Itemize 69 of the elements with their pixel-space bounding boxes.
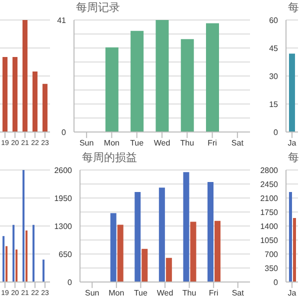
x-tick-label: Ja bbox=[288, 138, 297, 148]
bar bbox=[180, 39, 194, 132]
bar bbox=[2, 56, 8, 132]
y-tick-label: 2100 bbox=[260, 194, 279, 203]
y-tick-label: 1050 bbox=[260, 236, 279, 245]
x-tick-label: Fri bbox=[208, 288, 218, 298]
bar bbox=[6, 246, 8, 282]
bar bbox=[190, 222, 196, 282]
chart-title: 每 bbox=[287, 151, 300, 166]
bar bbox=[26, 230, 28, 282]
y-tick-label: 350 bbox=[264, 264, 279, 273]
bar bbox=[12, 56, 18, 132]
y-tick-label: 30 bbox=[269, 72, 279, 81]
bar bbox=[156, 20, 169, 132]
bar bbox=[214, 220, 220, 282]
bar bbox=[22, 20, 28, 132]
chart-title: 每周记录 bbox=[75, 1, 121, 16]
chart-title: 每 bbox=[287, 1, 300, 16]
y-tick-label: 2600 bbox=[54, 166, 73, 175]
x-tick-label: Sun bbox=[85, 288, 100, 298]
x-tick-label: Thu bbox=[182, 288, 196, 298]
y-tick-label: 41 bbox=[57, 16, 67, 25]
bar bbox=[110, 213, 116, 282]
x-tick-label: Sun bbox=[79, 138, 94, 148]
y-tick-label: 700 bbox=[264, 250, 279, 259]
bar bbox=[32, 72, 38, 132]
bar bbox=[183, 172, 190, 282]
x-tick-label: Tue bbox=[130, 138, 144, 148]
bar bbox=[105, 47, 118, 132]
bar bbox=[130, 30, 144, 132]
y-tick-label: 1750 bbox=[260, 208, 279, 217]
x-tick-label: Sat bbox=[231, 138, 244, 148]
bar bbox=[134, 192, 141, 282]
x-tick-label: Sat bbox=[232, 288, 245, 298]
y-tick-label: 0 bbox=[274, 128, 279, 137]
y-tick-label: 1400 bbox=[260, 222, 279, 231]
bar bbox=[142, 248, 148, 282]
x-tick-label: Ja bbox=[288, 288, 297, 298]
bar bbox=[32, 224, 34, 282]
x-tick-label: Thu bbox=[180, 138, 194, 148]
bar bbox=[158, 188, 165, 282]
bar bbox=[16, 250, 18, 282]
x-tick-label: Mon bbox=[108, 288, 124, 298]
y-tick-label: 45 bbox=[269, 44, 279, 53]
x-tick-label: Tue bbox=[134, 288, 148, 298]
y-tick-label: 1950 bbox=[54, 194, 73, 203]
bar bbox=[117, 224, 124, 282]
y-tick-label: 0 bbox=[68, 278, 73, 287]
y-tick-label: 650 bbox=[58, 250, 73, 259]
y-tick-label: 2800 bbox=[260, 166, 279, 175]
x-tick-label: Mon bbox=[104, 138, 120, 148]
chart-title: 每周的损益 bbox=[81, 151, 138, 166]
y-tick-label: 60 bbox=[269, 16, 279, 25]
x-tick-label: Fri bbox=[208, 138, 218, 148]
y-tick-label: 0 bbox=[62, 128, 67, 137]
bar bbox=[2, 236, 4, 282]
y-tick-label: 0 bbox=[274, 278, 279, 287]
bar bbox=[166, 258, 172, 282]
bar bbox=[22, 170, 24, 282]
y-tick-label: 2450 bbox=[260, 180, 279, 189]
bar bbox=[42, 84, 48, 132]
bar bbox=[12, 224, 14, 282]
y-tick-label: 1300 bbox=[54, 222, 73, 231]
bar bbox=[206, 23, 219, 132]
x-tick-label: Wed bbox=[154, 138, 170, 148]
bar bbox=[208, 182, 214, 282]
bar bbox=[42, 260, 44, 282]
y-tick-label: 15 bbox=[269, 100, 279, 109]
x-tick-label: Wed bbox=[156, 288, 174, 298]
